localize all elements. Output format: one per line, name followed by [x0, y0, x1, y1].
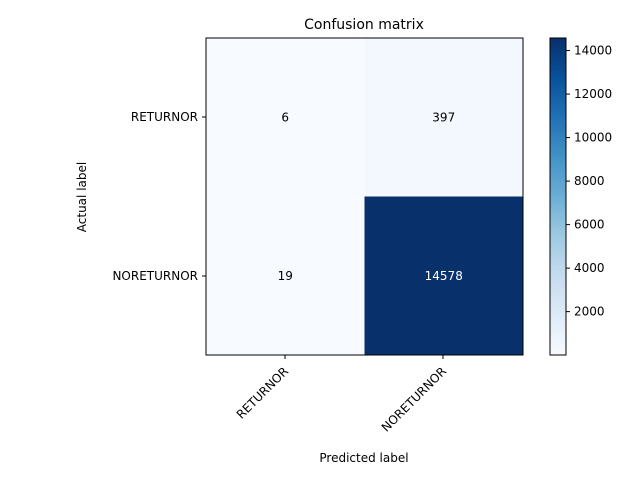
y-axis-label: Actual label: [75, 162, 89, 232]
colorbar-tick-label-2: 6000: [574, 218, 605, 232]
colorbar-tick-label-5: 12000: [574, 87, 612, 101]
matrix-cell-labels: 6 397 19 14578: [278, 110, 463, 283]
x-axis-label: Predicted label: [319, 451, 408, 465]
matrix-cell-value-1-1: 14578: [425, 269, 463, 283]
colorbar: [549, 37, 567, 356]
colorbar-tick-label-4: 10000: [574, 131, 612, 145]
y-tick-label-0: RETURNOR: [131, 110, 198, 124]
matrix-cell-value-1-0: 19: [278, 269, 293, 283]
colorbar-tick-label-0: 2000: [574, 305, 605, 319]
x-tick-label-1: NORETURNOR: [379, 364, 449, 434]
colorbar-tick-label-6: 14000: [574, 44, 612, 58]
y-axis-ticks: RETURNOR NORETURNOR: [112, 110, 206, 283]
matrix-cell-value-0-0: 6: [281, 110, 289, 124]
colorbar-ticks: 2000 4000 6000 8000 10000 12000 14000: [566, 44, 612, 319]
x-axis-ticks: RETURNOR NORETURNOR: [234, 355, 449, 435]
matrix-cell-1-0: [206, 196, 365, 356]
colorbar-tick-label-3: 8000: [574, 174, 605, 188]
matrix-cell-value-0-1: 397: [432, 110, 455, 124]
matrix-cell-1-1: [364, 196, 524, 356]
matrix-frame: [205, 37, 524, 356]
x-tick-label-0: RETURNOR: [234, 364, 291, 421]
chart-title: Confusion matrix: [304, 17, 424, 33]
matrix-cell-0-1: [364, 38, 524, 197]
matrix-cell-0-0: [206, 38, 365, 197]
y-tick-label-1: NORETURNOR: [112, 269, 198, 283]
matrix-cells: [206, 38, 524, 356]
colorbar-tick-label-1: 4000: [574, 261, 605, 275]
